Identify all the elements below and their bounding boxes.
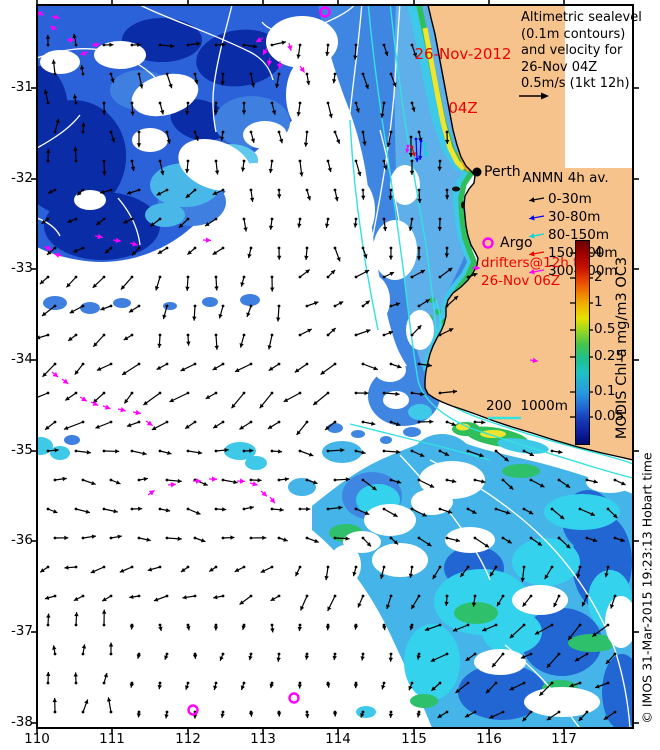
x-tick-label: 112 (175, 731, 201, 747)
y-tick-label: -33 (10, 260, 33, 276)
time-label: 04Z (448, 99, 478, 117)
y-tick-label: -36 (10, 532, 33, 548)
colorbar-axis-label: MODIS Chl-a mg/m3 OC3 (614, 256, 630, 440)
coastline (424, 5, 633, 461)
perth-city-dot (472, 167, 482, 177)
sealevel-contours (37, 5, 633, 728)
y-tick-label: -32 (10, 170, 33, 186)
x-tick-label: 115 (401, 731, 427, 747)
description-line: (0.1m contours) (521, 26, 626, 42)
chlorophyll-field (37, 5, 633, 728)
argo-legend-circle (482, 237, 494, 249)
colorbar-tick-label: 0.5 (594, 321, 616, 337)
velocity-scale-arrow (519, 92, 549, 100)
colorbar-tick-label: 0.1 (594, 383, 616, 399)
description-line: Altimetric sealevel (521, 10, 642, 25)
y-tick-label: -37 (10, 623, 33, 639)
chlorophyll-colorbar (575, 240, 590, 445)
no-data-corner (565, 5, 633, 168)
x-tick-label: 110 (24, 731, 50, 747)
x-tick-label: 111 (99, 731, 125, 747)
x-tick-label: 116 (476, 731, 502, 747)
map-frame (36, 4, 634, 729)
anmn-legend-arrows (529, 197, 545, 275)
y-tick-label: -34 (10, 351, 33, 367)
colorbar-tick-label: 4 (594, 244, 603, 260)
credit-text: © IMOS 31-Mar-2015 19:23:13 Hobart time (639, 452, 655, 724)
description-line: 26-Nov 04Z (521, 59, 598, 75)
island-marker (461, 201, 465, 209)
colorbar-tick-label: 0.25 (594, 348, 625, 364)
axis-ticks (31, 0, 639, 734)
anmn-depth-label: 80-150m (548, 227, 609, 243)
anmn-legend-title: ANMN 4h av. (522, 170, 609, 186)
description-block: Altimetric sealevel (0.1m contours) and ve… (521, 10, 642, 93)
x-tick-label: 114 (325, 731, 351, 747)
anmn-depth-label: 30-80m (548, 209, 601, 225)
drifter-legend-text: drifters@12h to 26-Nov 06Z (481, 254, 591, 290)
map-layers (37, 5, 633, 728)
isobath-legend-label: 200 1000m (486, 398, 568, 414)
anmn-mooring-arrows (405, 135, 429, 163)
description-line: and velocity for (521, 43, 623, 58)
description-line: 0.5m/s (1kt 12h) (521, 76, 630, 91)
x-tick-label: 113 (250, 731, 276, 747)
colorbar-tick-label: 1 (594, 294, 603, 310)
cloud-mask (40, 16, 633, 717)
date-block: 26-Nov-2012 04Z (404, 9, 522, 135)
date-label: 26-Nov-2012 (414, 45, 512, 63)
drifter-arrows (37, 11, 539, 504)
velocity-arrows (37, 33, 626, 722)
perth-city-label: Perth (484, 164, 521, 180)
anmn-depth-label: 0-30m (548, 191, 592, 207)
drifter-legend-line: 26-Nov 06Z (481, 273, 561, 289)
y-tick-label: -35 (10, 442, 33, 458)
island-marker (452, 186, 460, 192)
colorbar-tick-label: 2 (594, 269, 603, 285)
argo-legend-label: Argo (500, 235, 533, 251)
y-tick-label: -31 (10, 79, 33, 95)
y-tick-label: -38 (10, 714, 33, 730)
argo-float-markers (187, 6, 331, 716)
colorbar-tick-label: 0.05 (594, 408, 625, 424)
x-tick-label: 117 (551, 731, 577, 747)
